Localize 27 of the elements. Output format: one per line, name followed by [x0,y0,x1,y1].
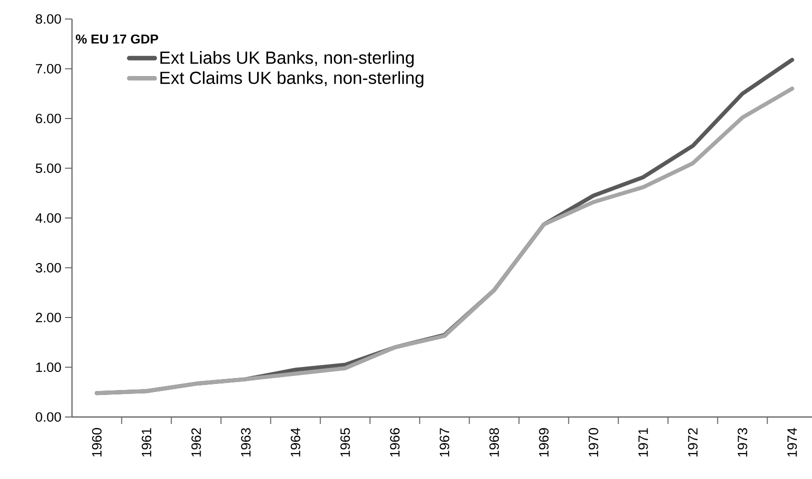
y-tick-label: 2.00 [36,312,61,322]
x-tick-label: 1972 [688,428,698,457]
y-tick-label: 7.00 [36,64,61,74]
x-tick-label: 1970 [588,428,598,457]
x-tick-label: 1969 [539,428,549,457]
y-tick-label: 0.00 [36,412,61,422]
y-tick-label: 4.00 [36,213,61,223]
x-tick-label: 1960 [92,428,102,457]
x-tick-label: 1973 [738,428,748,457]
x-tick-label: 1967 [440,428,450,457]
y-tick-label: 5.00 [36,163,61,174]
legend-label: Ext Liabs UK Banks, non-sterling [160,51,414,68]
x-tick-label: 1966 [390,428,400,457]
x-tick-label: 1971 [638,428,648,457]
y-tick-label: 8.00 [36,14,61,24]
x-tick-label: 1961 [142,428,152,457]
x-tick-label: 1968 [489,428,499,457]
y-tick-label: 3.00 [36,262,61,273]
x-tick-label: 1964 [290,428,300,457]
x-tick-label: 1962 [191,428,201,457]
y-axis-title: % EU 17 GDP [76,34,158,44]
x-tick-label: 1974 [787,428,797,457]
legend-label: Ext Claims UK banks, non-sterling [160,71,424,88]
x-tick-label: 1963 [241,428,251,457]
y-tick-label: 1.00 [36,362,61,372]
y-tick-label: 6.00 [36,114,61,124]
x-tick-label: 1965 [340,428,350,457]
